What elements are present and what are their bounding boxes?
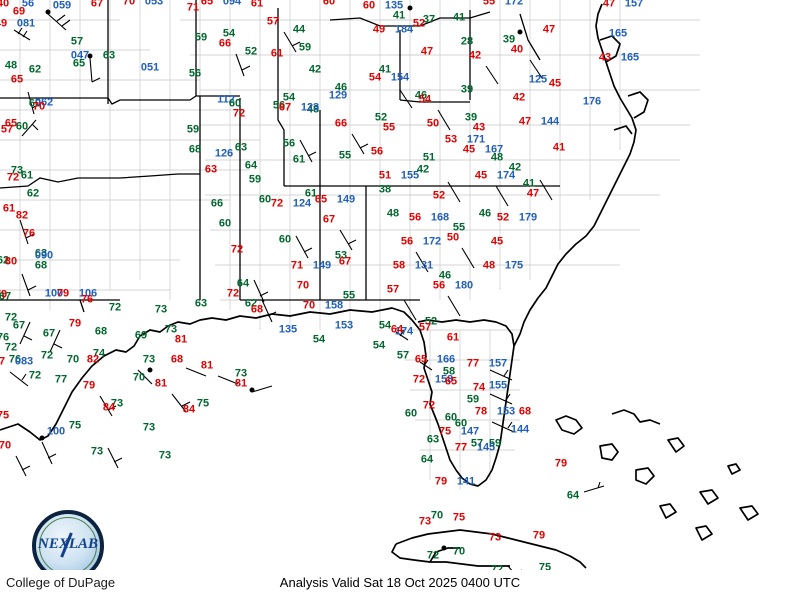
geographic-base-layer	[0, 0, 759, 570]
coastline	[0, 3, 759, 569]
state-borders	[0, 0, 560, 313]
map-canvas[interactable]: 4056059490816970053674862576563606504705…	[0, 0, 800, 570]
wind-barbs	[9, 13, 605, 570]
provider-label: College of DuPage	[6, 575, 116, 590]
footer-bar: College of DuPage Analysis Valid Sat 18 …	[0, 570, 800, 600]
analysis-title: Analysis Valid Sat 18 Oct 2025 0400 UTC	[279, 575, 521, 590]
